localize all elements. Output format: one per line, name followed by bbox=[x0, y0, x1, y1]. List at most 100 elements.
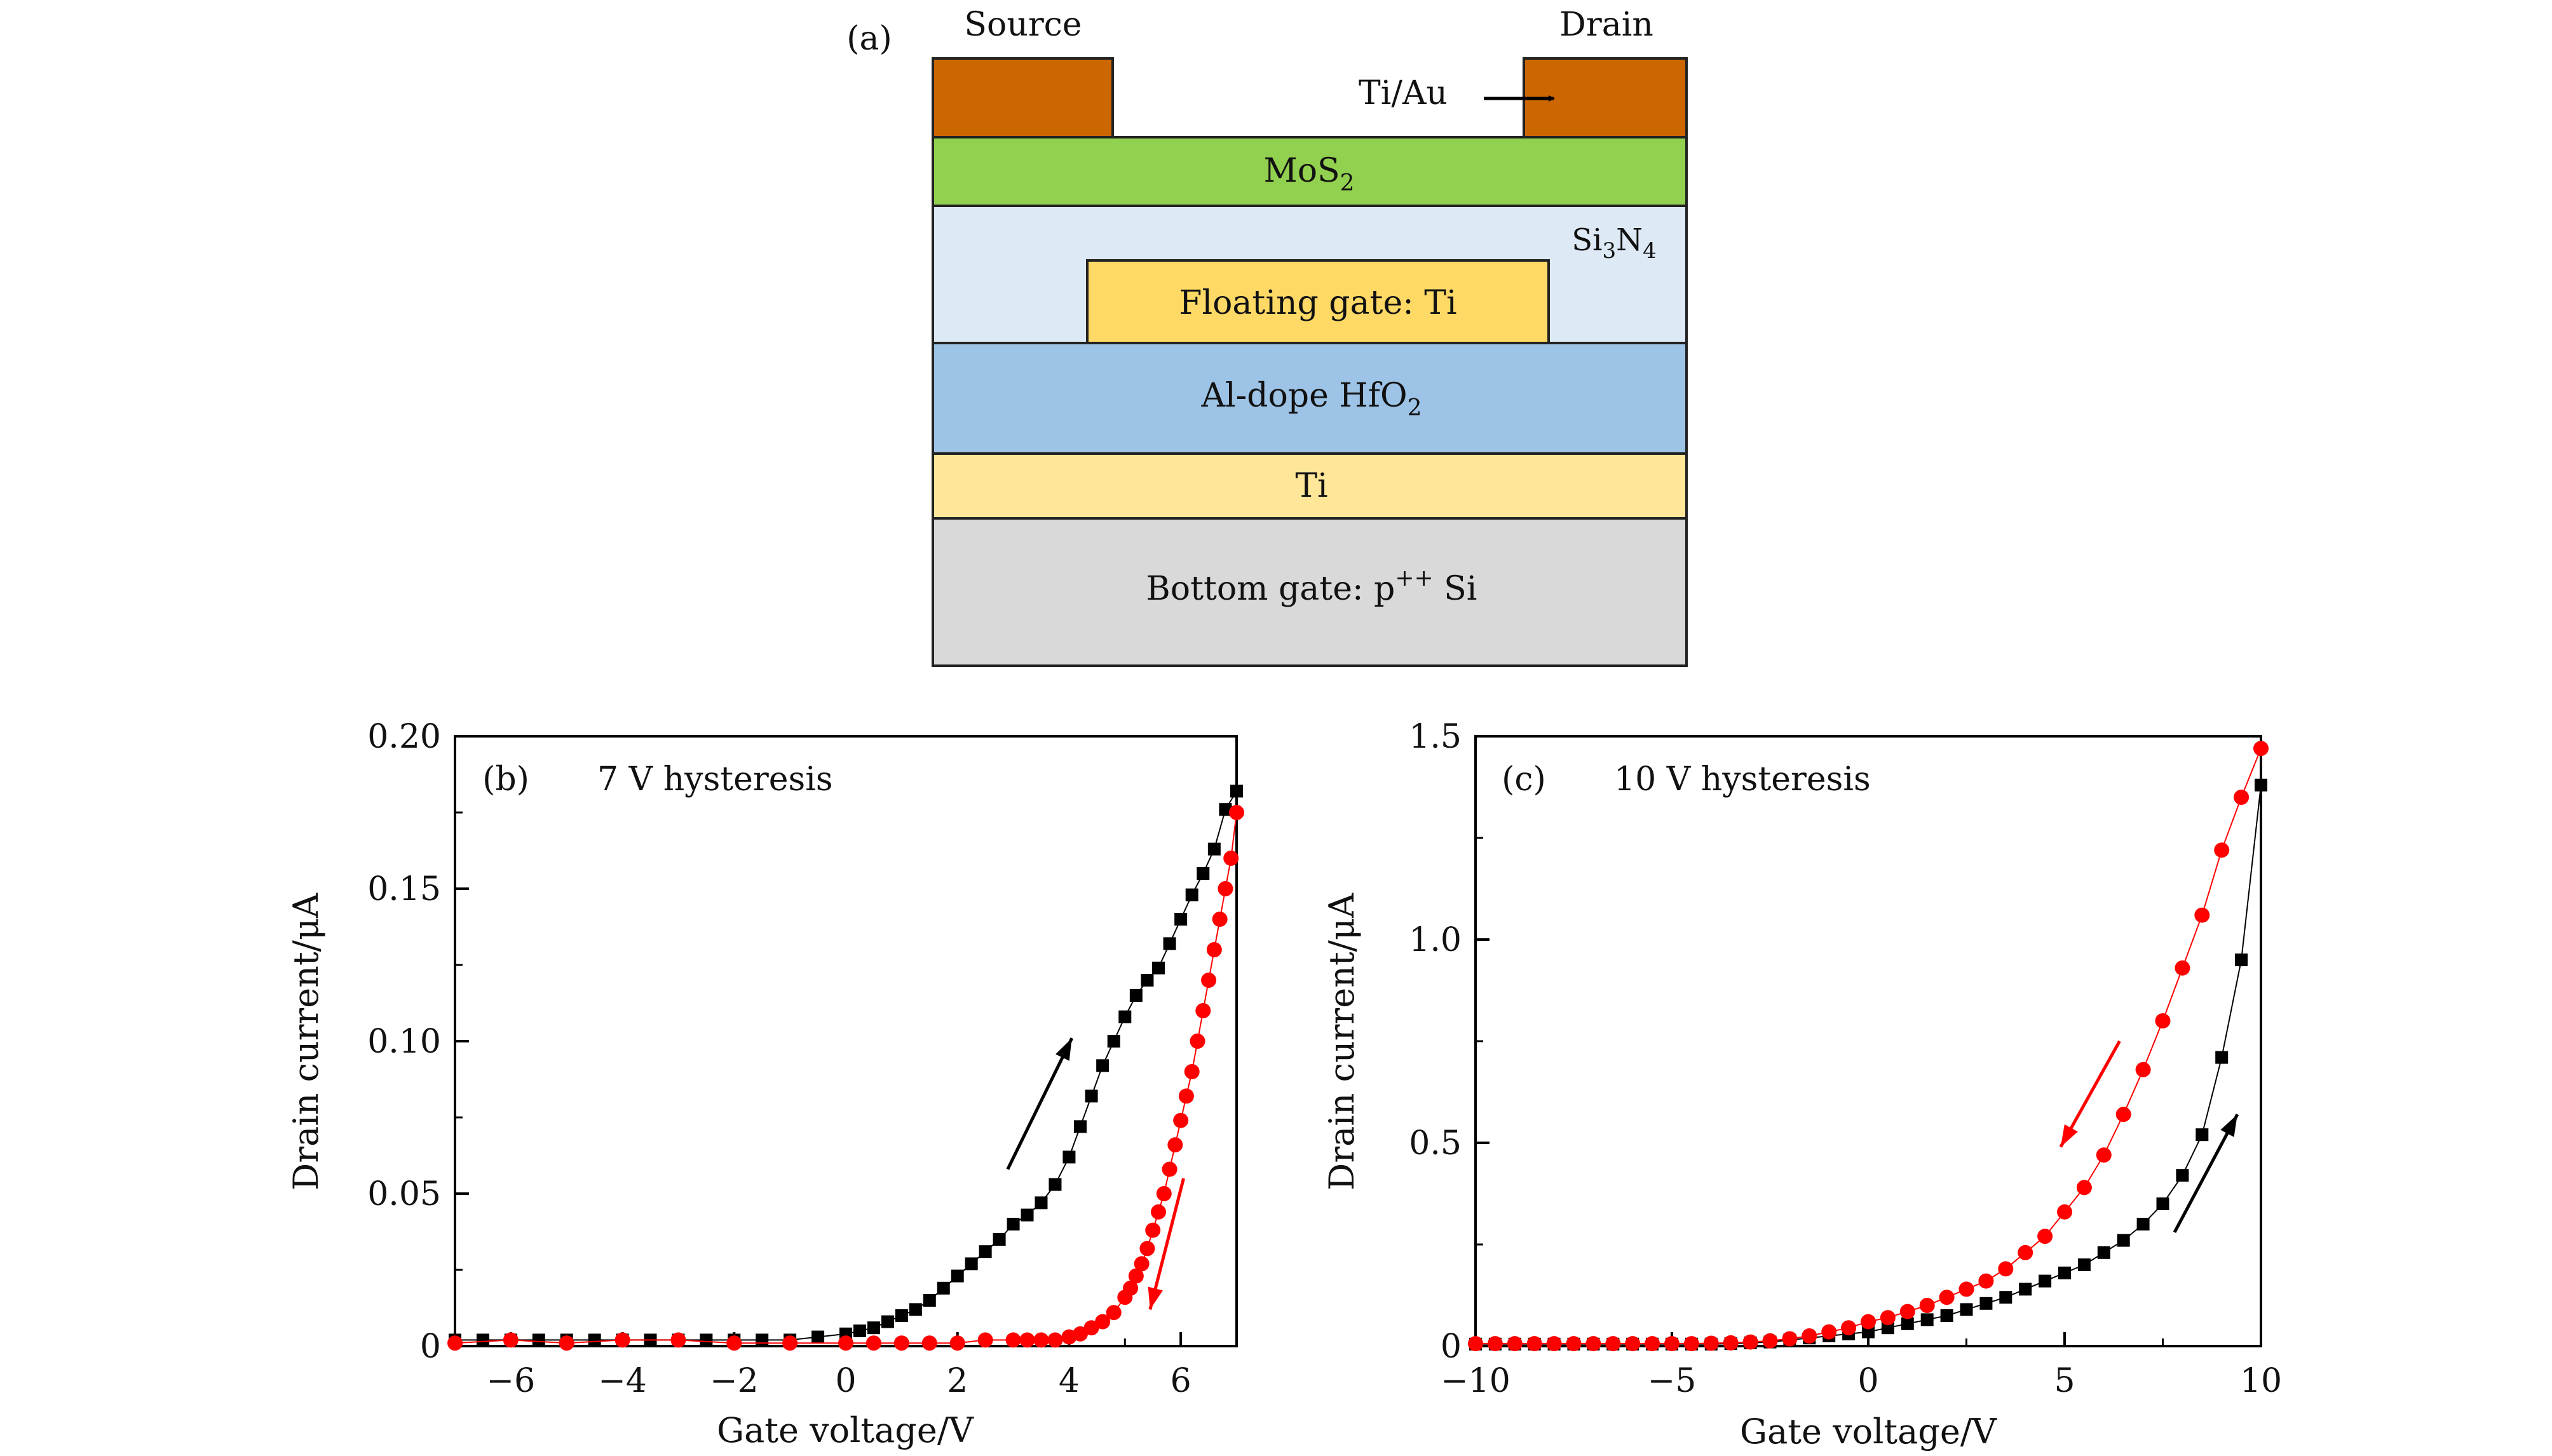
chart-b-point-reverse bbox=[503, 1332, 519, 1348]
chart-c-point-reverse bbox=[1468, 1336, 1483, 1352]
chart-b-point-forward bbox=[881, 1315, 894, 1328]
chart-c-point-reverse bbox=[1546, 1336, 1562, 1352]
chart-b-point-forward bbox=[993, 1233, 1006, 1246]
chart-b-point-reverse bbox=[1033, 1332, 1049, 1348]
chart-c-point-forward bbox=[1999, 1291, 2012, 1304]
chart-c-point-forward bbox=[2097, 1246, 2110, 1259]
chart-c-point-reverse bbox=[1919, 1298, 1935, 1313]
chart-b-point-reverse bbox=[1134, 1256, 1150, 1272]
chart-c-point-reverse bbox=[1605, 1336, 1621, 1352]
chart-c-point-reverse bbox=[1683, 1336, 1699, 1352]
chart-c-point-reverse bbox=[1585, 1336, 1601, 1352]
chart-b-point-reverse bbox=[1156, 1186, 1172, 1201]
chart-b-point-forward bbox=[1062, 1150, 1076, 1164]
chart-c-point-forward bbox=[2117, 1234, 2130, 1247]
chart-c-point-reverse bbox=[2155, 1013, 2171, 1028]
chart-b-point-reverse bbox=[865, 1335, 881, 1351]
chart-b-point-reverse bbox=[1223, 851, 1239, 866]
chart-c-point-reverse bbox=[1841, 1320, 1857, 1336]
chart-c-point-forward bbox=[1901, 1317, 1914, 1330]
si3n4-si: Si bbox=[1571, 222, 1602, 258]
chart-b-point-forward bbox=[1141, 974, 1154, 987]
chart-b-point-reverse bbox=[949, 1335, 965, 1351]
chart-c-point-forward bbox=[2176, 1169, 2189, 1182]
chart-b-point-reverse bbox=[1173, 1112, 1189, 1128]
chart-c-point-reverse bbox=[1998, 1261, 2014, 1277]
chart-b-point-reverse bbox=[559, 1335, 574, 1351]
chart-b-point-forward bbox=[1107, 1035, 1120, 1048]
chart-c-ticks: −10 −5 0 5 10 0 0.5 1.0 1.5 bbox=[1409, 718, 2282, 1400]
chart-b-ytick-label: 0 bbox=[420, 1328, 441, 1366]
chart-b-point-forward bbox=[1219, 803, 1232, 816]
chart-c-point-reverse bbox=[2214, 842, 2230, 858]
chart-c-point-forward bbox=[2136, 1218, 2150, 1230]
chart-b-point-reverse bbox=[1167, 1137, 1183, 1153]
chart-c-point-reverse bbox=[2076, 1180, 2092, 1196]
chart-c-point-reverse bbox=[1742, 1334, 1758, 1350]
chart-c-point-reverse bbox=[2135, 1062, 2151, 1077]
chart-b-point-forward bbox=[1096, 1059, 1110, 1072]
chart-c-title: 10 V hysteresis bbox=[1614, 760, 1871, 799]
chart-b-point-reverse bbox=[1218, 881, 1233, 896]
chart-c-point-forward bbox=[2058, 1266, 2071, 1279]
chart-c-ytick-label: 1.5 bbox=[1409, 718, 1462, 756]
hfo2-base: Al-dope HfO bbox=[1200, 377, 1407, 415]
chart-b-point-reverse bbox=[1201, 973, 1217, 988]
chart-c-arrows bbox=[2059, 1040, 2239, 1233]
chart-c: (c) 10 V hysteresis Gate voltage/V Drain… bbox=[1322, 718, 2282, 1452]
chart-b-point-forward bbox=[1163, 937, 1176, 950]
chart-c-point-forward bbox=[2039, 1274, 2052, 1288]
chart-c-ytick-label: 0 bbox=[1441, 1328, 1462, 1366]
chart-b-ylabel: Drain current/μA bbox=[286, 893, 326, 1190]
chart-b-point-forward bbox=[700, 1333, 713, 1347]
chart-c-point-reverse bbox=[1487, 1336, 1503, 1352]
chart-c-point-reverse bbox=[1978, 1273, 1994, 1289]
chart-c-point-reverse bbox=[1880, 1310, 1896, 1326]
chart-c-point-forward bbox=[1881, 1321, 1894, 1335]
chart-b-point-reverse bbox=[1195, 1003, 1211, 1018]
chart-b-point-reverse bbox=[1061, 1329, 1077, 1345]
chart-c-point-forward bbox=[2077, 1258, 2091, 1271]
chart-c-point-reverse bbox=[1899, 1304, 1915, 1319]
chart-b-point-reverse bbox=[1117, 1290, 1133, 1305]
chart-b-point-reverse bbox=[614, 1332, 630, 1348]
chart-b-point-forward bbox=[951, 1269, 964, 1283]
chart-c-point-reverse bbox=[1861, 1314, 1876, 1330]
chart-b-sweep-arrow-head bbox=[1148, 1286, 1163, 1310]
chart-b-point-forward bbox=[1207, 842, 1221, 856]
chart-c-point-forward bbox=[2235, 954, 2248, 966]
chart-b-point-forward bbox=[1049, 1178, 1062, 1191]
chart-b-point-reverse bbox=[670, 1332, 686, 1348]
chart-c-point-forward bbox=[1920, 1313, 1934, 1326]
chart-c-xtick-label: 5 bbox=[2054, 1362, 2075, 1400]
chart-c-point-forward bbox=[1960, 1303, 1973, 1316]
chart-b-point-forward bbox=[588, 1333, 601, 1347]
chart-b-point-reverse bbox=[447, 1335, 463, 1351]
chart-c-point-reverse bbox=[1762, 1333, 1778, 1349]
chart-b-point-forward bbox=[909, 1303, 922, 1316]
chart-b-point-forward bbox=[1197, 867, 1210, 880]
chart-b-point-reverse bbox=[1083, 1320, 1099, 1336]
source-contact bbox=[932, 57, 1114, 138]
chart-b-ytick-label: 0.15 bbox=[367, 870, 441, 908]
chart-b-point-reverse bbox=[921, 1335, 937, 1351]
mos2-layer bbox=[932, 136, 1688, 207]
panel-a-label: (a) bbox=[846, 20, 892, 58]
chart-b-point-reverse bbox=[1162, 1161, 1178, 1177]
chart-b-sweep-arrow-head bbox=[1055, 1038, 1072, 1062]
chart-b-point-reverse bbox=[977, 1332, 993, 1348]
chart-c-point-reverse bbox=[1664, 1336, 1680, 1352]
si3n4-n: N bbox=[1616, 222, 1643, 258]
chart-b-point-reverse bbox=[838, 1335, 853, 1351]
chart-b-point-reverse bbox=[1145, 1222, 1161, 1238]
si3n4-sub3: 3 bbox=[1602, 238, 1616, 264]
chart-b-xtick-label: 4 bbox=[1059, 1362, 1080, 1400]
chart-b-xtick-label: 6 bbox=[1171, 1362, 1191, 1400]
chart-b-point-forward bbox=[811, 1330, 825, 1344]
chart-c-point-forward bbox=[1979, 1297, 1993, 1310]
mos2-base: MoS bbox=[1263, 152, 1340, 190]
drain-label: Drain bbox=[1559, 6, 1653, 44]
chart-c-point-reverse bbox=[1526, 1336, 1542, 1352]
mos2-sub: 2 bbox=[1340, 170, 1355, 196]
